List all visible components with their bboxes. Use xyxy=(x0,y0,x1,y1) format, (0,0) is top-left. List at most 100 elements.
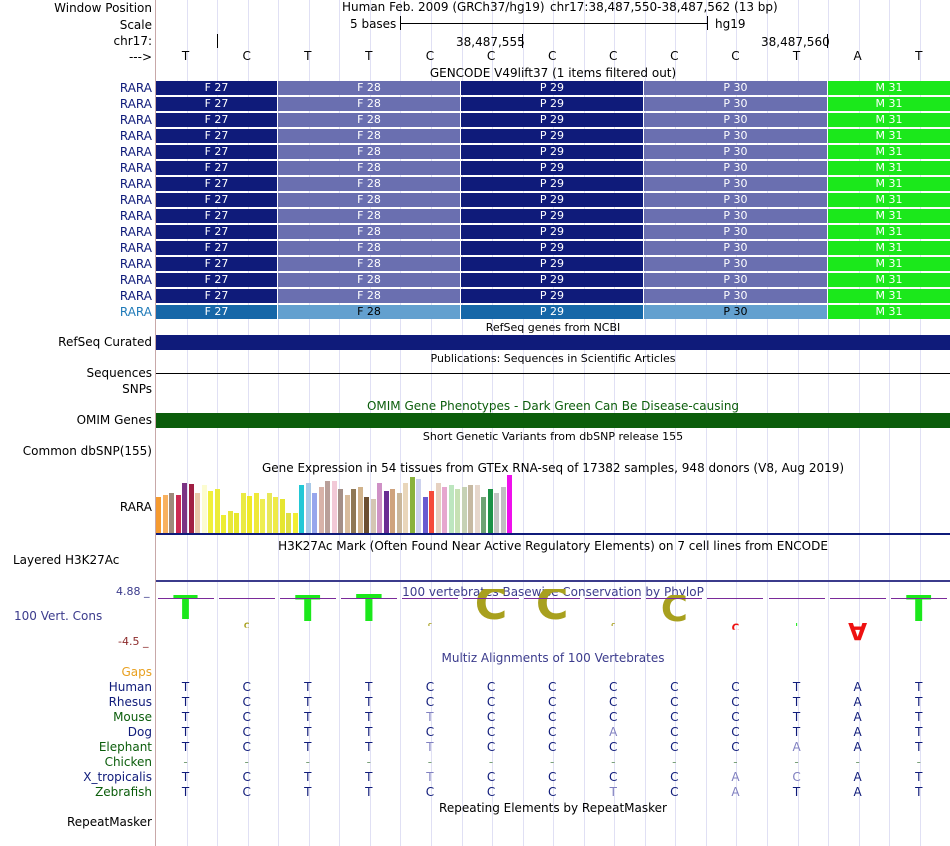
gtex-tissue-bar[interactable] xyxy=(422,497,428,533)
gtex-tissue-bar[interactable] xyxy=(260,499,265,533)
species-label[interactable]: Human xyxy=(108,680,152,694)
codon-cell[interactable]: M 31 xyxy=(828,273,950,287)
species-label[interactable]: Mouse xyxy=(113,710,152,724)
codon-cell[interactable]: F 27 xyxy=(156,177,277,191)
gtex-tissue-bar[interactable] xyxy=(221,515,226,533)
gtex-tissue-bar[interactable] xyxy=(442,487,447,533)
gtex-tissue-bar[interactable] xyxy=(318,487,324,533)
h3k27ac-label[interactable]: Layered H3K27Ac xyxy=(13,553,120,567)
codon-cell[interactable]: M 31 xyxy=(828,305,950,319)
gencode-row-label[interactable]: RARA xyxy=(119,305,152,319)
species-label[interactable]: Dog xyxy=(127,725,152,739)
omim-gene-bar[interactable] xyxy=(156,413,950,428)
gtex-tissue-bar[interactable] xyxy=(500,487,506,533)
codon-cell[interactable]: F 27 xyxy=(156,97,277,111)
codon-cell[interactable]: F 28 xyxy=(278,81,460,95)
species-label[interactable]: X_tropicalis xyxy=(83,770,152,784)
codon-cell[interactable]: F 27 xyxy=(156,257,277,271)
omim-label[interactable]: OMIM Genes xyxy=(76,413,152,427)
gtex-tissue-bar[interactable] xyxy=(487,489,493,533)
gencode-row-label[interactable]: RARA xyxy=(119,177,152,191)
gtex-tissue-bar[interactable] xyxy=(240,493,246,533)
gtex-tissue-bar[interactable] xyxy=(266,493,272,533)
codon-cell[interactable]: F 28 xyxy=(278,289,460,303)
gtex-tissue-bar[interactable] xyxy=(370,499,376,533)
codon-cell[interactable]: F 27 xyxy=(156,145,277,159)
gencode-row-label[interactable]: RARA xyxy=(119,129,152,143)
codon-cell[interactable]: P 30 xyxy=(644,305,827,319)
gtex-tissue-bar[interactable] xyxy=(383,491,389,533)
gtex-tissue-bar[interactable] xyxy=(162,495,168,533)
codon-cell[interactable]: F 28 xyxy=(278,305,460,319)
codon-cell[interactable]: P 30 xyxy=(644,161,827,175)
gtex-tissue-bar[interactable] xyxy=(474,485,480,533)
cons-label[interactable]: 100 Vert. Cons xyxy=(14,609,103,623)
gtex-tissue-bar[interactable] xyxy=(390,489,395,533)
codon-cell[interactable]: P 29 xyxy=(461,145,643,159)
repeatmasker-label[interactable]: RepeatMasker xyxy=(66,815,152,829)
gtex-tissue-bar[interactable] xyxy=(325,481,330,533)
codon-cell[interactable]: F 27 xyxy=(156,113,277,127)
gtex-tissue-bar[interactable] xyxy=(351,489,356,533)
codon-cell[interactable]: M 31 xyxy=(828,161,950,175)
gtex-tissue-bar[interactable] xyxy=(416,479,421,533)
codon-cell[interactable]: P 30 xyxy=(644,273,827,287)
codon-cell[interactable]: F 27 xyxy=(156,289,277,303)
gtex-tissue-bar[interactable] xyxy=(299,485,304,533)
codon-cell[interactable]: F 27 xyxy=(156,225,277,239)
gtex-tissue-bar[interactable] xyxy=(182,483,187,533)
codon-cell[interactable]: P 29 xyxy=(461,97,643,111)
codon-cell[interactable]: P 30 xyxy=(644,97,827,111)
gtex-tissue-bar[interactable] xyxy=(481,497,486,533)
gtex-tissue-bar[interactable] xyxy=(429,491,434,533)
codon-cell[interactable]: P 30 xyxy=(644,257,827,271)
codon-cell[interactable]: P 29 xyxy=(461,305,643,319)
gtex-tissue-bar[interactable] xyxy=(208,491,213,533)
codon-cell[interactable]: F 28 xyxy=(278,257,460,271)
gencode-row-label[interactable]: RARA xyxy=(119,257,152,271)
gtex-tissue-bar[interactable] xyxy=(286,513,291,533)
codon-cell[interactable]: P 29 xyxy=(461,177,643,191)
codon-cell[interactable]: P 30 xyxy=(644,145,827,159)
codon-cell[interactable]: P 30 xyxy=(644,129,827,143)
gtex-tissue-bar[interactable] xyxy=(312,493,317,533)
codon-cell[interactable]: M 31 xyxy=(828,209,950,223)
codon-cell[interactable]: M 31 xyxy=(828,81,950,95)
gtex-tissue-bar[interactable] xyxy=(344,495,350,533)
codon-cell[interactable]: M 31 xyxy=(828,289,950,303)
gtex-label[interactable]: RARA xyxy=(119,500,152,514)
gtex-tissue-bar[interactable] xyxy=(461,487,467,533)
codon-cell[interactable]: P 30 xyxy=(644,209,827,223)
gtex-tissue-bar[interactable] xyxy=(247,496,252,533)
codon-cell[interactable]: M 31 xyxy=(828,193,950,207)
gtex-tissue-bar[interactable] xyxy=(305,483,311,533)
gtex-tissue-bar[interactable] xyxy=(292,513,298,533)
gtex-tissue-bar[interactable] xyxy=(377,483,382,533)
gtex-tissue-bar[interactable] xyxy=(409,477,415,533)
gtex-tissue-bar[interactable] xyxy=(214,489,220,533)
codon-cell[interactable]: P 29 xyxy=(461,257,643,271)
codon-cell[interactable]: F 28 xyxy=(278,177,460,191)
codon-cell[interactable]: P 30 xyxy=(644,241,827,255)
species-label[interactable]: Zebrafish xyxy=(95,785,152,799)
codon-cell[interactable]: P 30 xyxy=(644,289,827,303)
codon-cell[interactable]: F 27 xyxy=(156,161,277,175)
gtex-tissue-bar[interactable] xyxy=(253,493,259,533)
species-label[interactable]: Chicken xyxy=(104,755,152,769)
gtex-tissue-bar[interactable] xyxy=(195,493,200,533)
codon-cell[interactable]: F 27 xyxy=(156,241,277,255)
gtex-tissue-bar[interactable] xyxy=(227,511,233,533)
dbsnp-label[interactable]: Common dbSNP(155) xyxy=(22,444,152,458)
gtex-tissue-bar[interactable] xyxy=(331,481,337,533)
gtex-tissue-bar[interactable] xyxy=(507,475,512,533)
codon-cell[interactable]: F 27 xyxy=(156,81,277,95)
gtex-tissue-bar[interactable] xyxy=(156,497,161,533)
codon-cell[interactable]: P 29 xyxy=(461,129,643,143)
codon-cell[interactable]: M 31 xyxy=(828,225,950,239)
codon-cell[interactable]: F 27 xyxy=(156,209,277,223)
codon-cell[interactable]: F 28 xyxy=(278,241,460,255)
refseq-label[interactable]: RefSeq Curated xyxy=(58,335,152,349)
codon-cell[interactable]: F 27 xyxy=(156,273,277,287)
gtex-tissue-bar[interactable] xyxy=(188,484,194,533)
codon-cell[interactable]: F 27 xyxy=(156,129,277,143)
